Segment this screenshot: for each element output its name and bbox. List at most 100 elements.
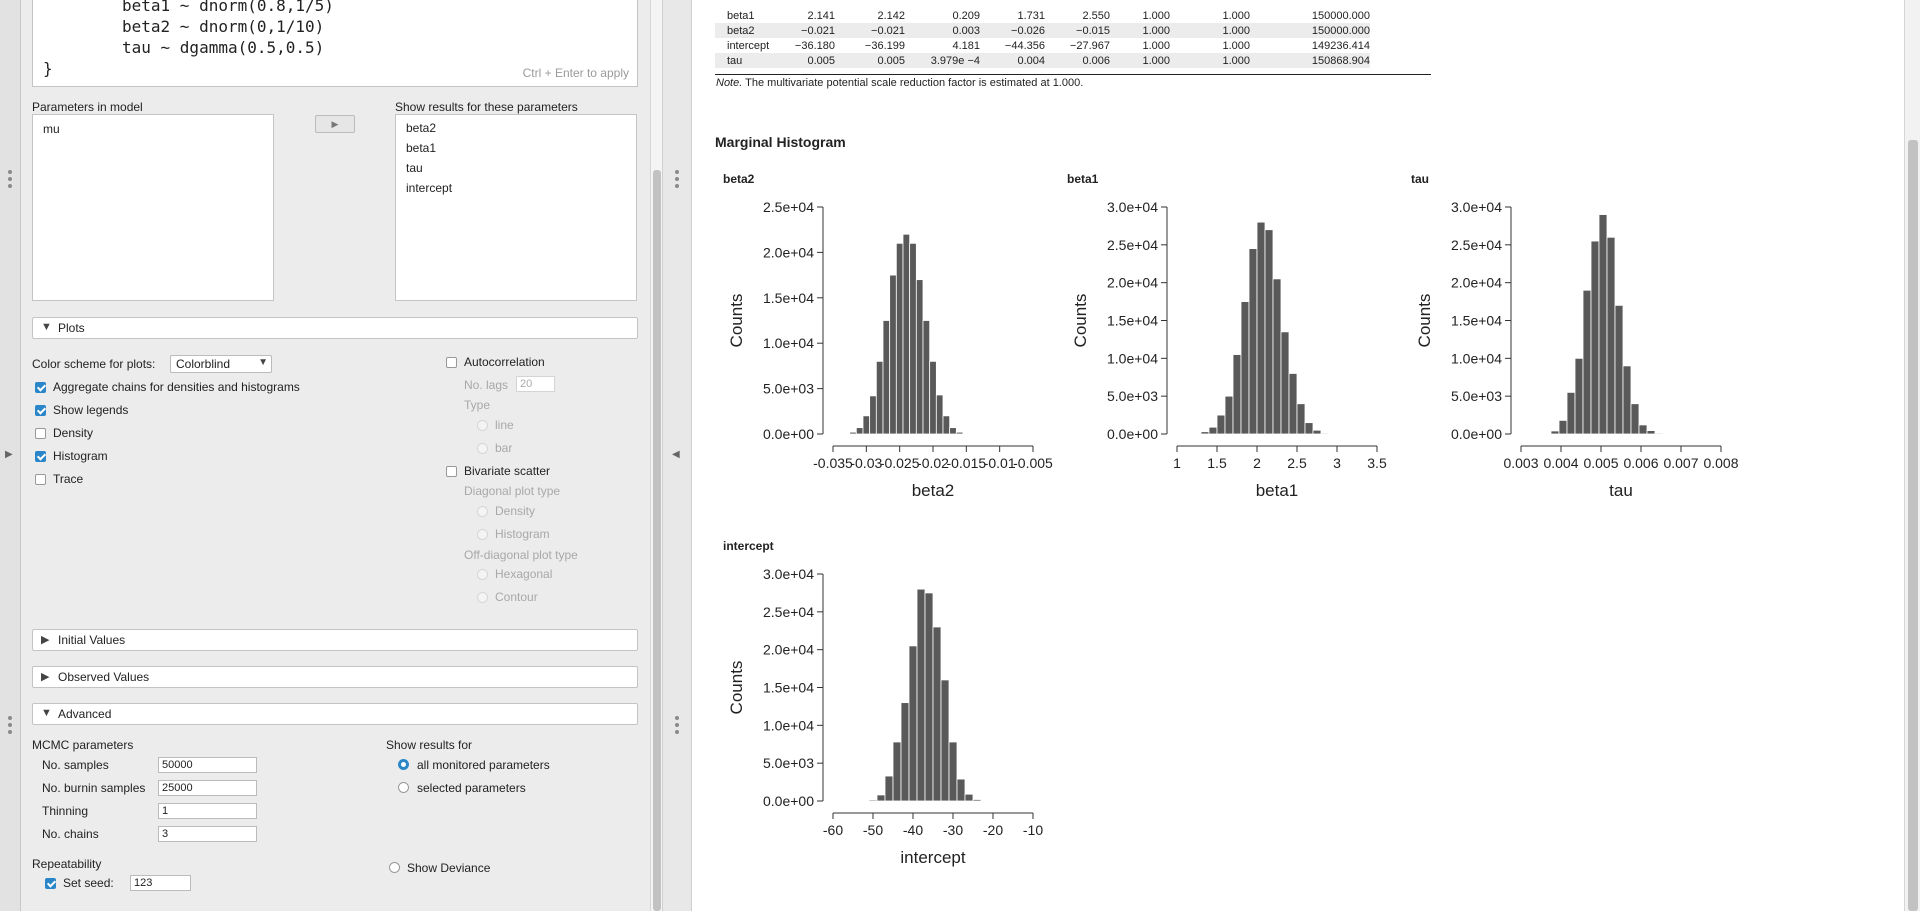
expand-left-icon[interactable]: ▶ <box>5 449 13 460</box>
histogram-bar <box>1296 403 1306 435</box>
autocorrelation-checkbox[interactable] <box>446 357 457 368</box>
offdiag-contour-radio[interactable] <box>477 592 488 603</box>
y-tick-label: 2.0e+04 <box>763 244 814 260</box>
x-tick-label: -10 <box>1023 822 1043 838</box>
assign-parameter-button[interactable]: ▶ <box>315 115 355 133</box>
parameters-in-model-list[interactable]: mu <box>32 114 274 301</box>
scrollbar-thumb[interactable] <box>1908 140 1918 911</box>
panel-splitter[interactable]: ◀ <box>662 0 692 911</box>
histogram-bar <box>964 793 974 802</box>
y-tick-label: 2.0e+04 <box>763 642 814 658</box>
show-legends-checkbox[interactable] <box>35 405 46 416</box>
aggregate-chains-checkbox[interactable] <box>35 382 46 393</box>
value-cell: 1.000 <box>1110 53 1170 68</box>
thinning-field[interactable]: 1 <box>158 803 257 819</box>
burnin-field[interactable]: 25000 <box>158 780 257 796</box>
samples-field[interactable]: 50000 <box>158 757 257 773</box>
value-cell: −44.356 <box>1004 39 1045 52</box>
section-title: Initial Values <box>58 633 126 647</box>
histogram-bar <box>929 360 937 435</box>
histogram-bar <box>1646 430 1656 435</box>
value-cell: −0.015 <box>1045 23 1110 38</box>
x-tick-label: 3 <box>1333 455 1341 471</box>
drag-handle-icon[interactable] <box>674 170 680 191</box>
show-results-parameters-list[interactable]: beta2 beta1 tau intercept <box>395 114 637 301</box>
diag-histogram-label: Histogram <box>495 527 550 541</box>
show-deviance-label: Show Deviance <box>407 861 491 875</box>
chart-title: beta2 <box>723 172 755 186</box>
collapse-handle[interactable]: ▶ <box>0 0 21 911</box>
histogram-checkbox[interactable] <box>35 451 46 462</box>
y-axis-label: Counts <box>1415 294 1434 348</box>
diag-density-radio[interactable] <box>477 506 488 517</box>
selected-parameters-radio[interactable] <box>398 782 409 793</box>
plots-section-header[interactable]: ▼ Plots <box>32 317 638 339</box>
seed-field[interactable]: 123 <box>130 875 191 891</box>
bivariate-scatter-checkbox[interactable] <box>446 466 457 477</box>
value-cell: 1.000 <box>1110 23 1170 38</box>
no-lags-field[interactable]: 20 <box>516 376 555 392</box>
thinning-label: Thinning <box>42 804 89 818</box>
histogram-tau: tau 0.0e+00 5.0e+03 1.0e+04 1.5e+04 2.0e+04 2.… <box>1411 172 1739 500</box>
drag-handle-icon[interactable] <box>7 170 13 191</box>
histogram-beta2: beta2 0.0e+00 5.0e+03 1.0e+04 1.5e+04 2.0e+04… <box>723 172 1053 500</box>
histogram-bar <box>916 588 926 802</box>
drag-handle-icon[interactable] <box>7 716 13 737</box>
show-deviance-toggle[interactable] <box>389 862 400 873</box>
histogram-intercept: intercept 0.0e+00 5.0e+03 1.0e+04 1.5e+04 2.0… <box>723 539 1043 867</box>
value-cell: 0.006 <box>1045 53 1110 68</box>
histogram-bar <box>868 799 878 802</box>
value-cell: 0.003 <box>905 23 980 38</box>
collapse-left-icon[interactable]: ◀ <box>672 449 680 460</box>
histogram-bar <box>855 427 864 435</box>
list-item[interactable]: intercept <box>406 181 453 195</box>
x-tick-label: 0.007 <box>1663 455 1698 471</box>
density-checkbox[interactable] <box>35 428 46 439</box>
y-tick-label: 1.0e+04 <box>763 717 814 733</box>
value-cell: −0.026 <box>980 23 1045 38</box>
trace-checkbox[interactable] <box>35 474 46 485</box>
histogram-bar <box>842 433 851 435</box>
y-tick-label: 2.5e+04 <box>1451 237 1502 253</box>
diag-histogram-radio[interactable] <box>477 529 488 540</box>
results-scrollbar[interactable] <box>1904 0 1920 911</box>
observed-values-section-header[interactable]: ▶ Observed Values <box>32 666 638 688</box>
list-item[interactable]: tau <box>406 161 423 175</box>
type-bar-radio[interactable] <box>477 443 488 454</box>
histogram-bar <box>956 778 966 802</box>
table-row: intercept −36.180 −36.199 4.181 −44.356 −27.9… <box>715 38 1370 53</box>
chart-title: tau <box>1411 172 1429 186</box>
apply-hint: Ctrl + Enter to apply <box>522 66 629 80</box>
advanced-section-header[interactable]: ▼ Advanced <box>32 703 638 725</box>
list-item[interactable]: beta2 <box>406 121 437 135</box>
list-item[interactable]: mu <box>43 122 60 136</box>
chart-title: intercept <box>723 539 774 553</box>
value-cell: −36.180 <box>794 39 835 52</box>
histogram-bar <box>869 395 877 435</box>
model-code-editor[interactable]: beta1 ~ dnorm(0.8,1/5) beta2 ~ dnorm(0,1… <box>32 0 638 87</box>
y-tick-label: 0.0e+00 <box>1107 426 1158 442</box>
type-bar-label: bar <box>495 441 513 455</box>
chains-field[interactable]: 3 <box>158 826 257 842</box>
y-tick-label: 2.5e+04 <box>1107 237 1158 253</box>
options-scrollbar[interactable] <box>650 0 663 911</box>
show-results-for-label: Show results for <box>386 738 473 752</box>
x-tick-label: -0.025 <box>880 455 920 471</box>
histogram-bar <box>932 626 942 802</box>
color-scheme-select[interactable]: Colorblind ▼ <box>170 355 272 373</box>
list-item[interactable]: beta1 <box>406 141 437 155</box>
bivariate-scatter-label: Bivariate scatter <box>464 464 551 478</box>
samples-label: No. samples <box>42 758 109 772</box>
type-line-radio[interactable] <box>477 420 488 431</box>
initial-values-section-header[interactable]: ▶ Initial Values <box>32 629 638 651</box>
color-scheme-value: Colorblind <box>176 357 231 371</box>
histogram-bar <box>849 431 857 435</box>
histogram-bar <box>1256 221 1266 435</box>
histogram-bar <box>882 320 891 435</box>
set-seed-checkbox[interactable] <box>45 878 56 889</box>
offdiag-hexagonal-radio[interactable] <box>477 569 488 580</box>
histogram-bar <box>895 242 904 435</box>
scrollbar-thumb[interactable] <box>653 170 661 911</box>
all-monitored-radio[interactable] <box>398 759 409 770</box>
drag-handle-icon[interactable] <box>674 716 680 737</box>
